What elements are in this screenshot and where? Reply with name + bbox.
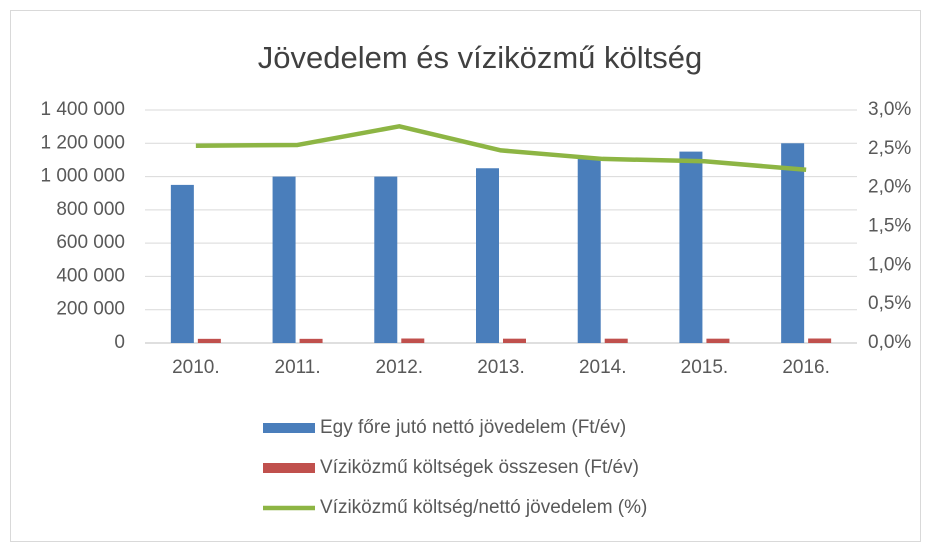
y-tick-label: 200 000	[56, 299, 125, 320]
x-tick-label: 2012.	[376, 357, 424, 378]
bar	[808, 338, 832, 343]
x-tick-label: 2013.	[477, 357, 525, 378]
bar	[706, 338, 730, 343]
bar	[503, 338, 526, 343]
line-series	[195, 124, 807, 173]
x-tick-label: 2014.	[579, 357, 627, 378]
bar	[272, 176, 296, 343]
bar	[781, 143, 805, 343]
x-tick-label: 2015.	[681, 357, 729, 378]
y2-tick-label: 1,5%	[868, 216, 911, 237]
x-tick-label: 2016.	[782, 357, 830, 378]
bar	[476, 168, 499, 343]
y2-tick-label: 0,5%	[868, 293, 911, 314]
legend-key	[263, 423, 315, 433]
y-tick-label: 1 400 000	[40, 99, 125, 120]
y2-tick-label: 3,0%	[868, 99, 911, 120]
y2-tick-label: 0,0%	[868, 332, 911, 353]
y-tick-label: 600 000	[56, 232, 125, 253]
bar	[170, 184, 194, 343]
bar	[299, 338, 323, 343]
y-tick-label: 800 000	[56, 199, 125, 220]
y-tick-label: 400 000	[56, 265, 125, 286]
x-tick-label: 2011.	[275, 357, 321, 378]
legend-label: Víziközmű költség/nettó jövedelem (%)	[320, 497, 647, 518]
bar	[374, 176, 398, 343]
bar	[679, 151, 703, 343]
bar	[604, 338, 628, 343]
bar	[197, 338, 221, 343]
legend-key	[263, 463, 315, 473]
y2-tick-label: 1,0%	[868, 254, 911, 275]
y-tick-label: 1 000 000	[40, 166, 125, 187]
legend-label: Egy főre jutó nettó jövedelem (Ft/év)	[320, 417, 626, 438]
y2-tick-label: 2,5%	[868, 138, 911, 159]
bar	[577, 158, 601, 343]
y-tick-label: 0	[114, 332, 125, 353]
x-tick-label: 2010.	[172, 357, 220, 378]
bar	[401, 338, 425, 343]
y2-tick-label: 2,0%	[868, 177, 911, 198]
y-tick-label: 1 200 000	[40, 132, 125, 153]
legend-label: Víziközmű költségek összesen (Ft/év)	[320, 457, 639, 478]
chart-title: Jövedelem és víziközmű költség	[258, 40, 703, 75]
